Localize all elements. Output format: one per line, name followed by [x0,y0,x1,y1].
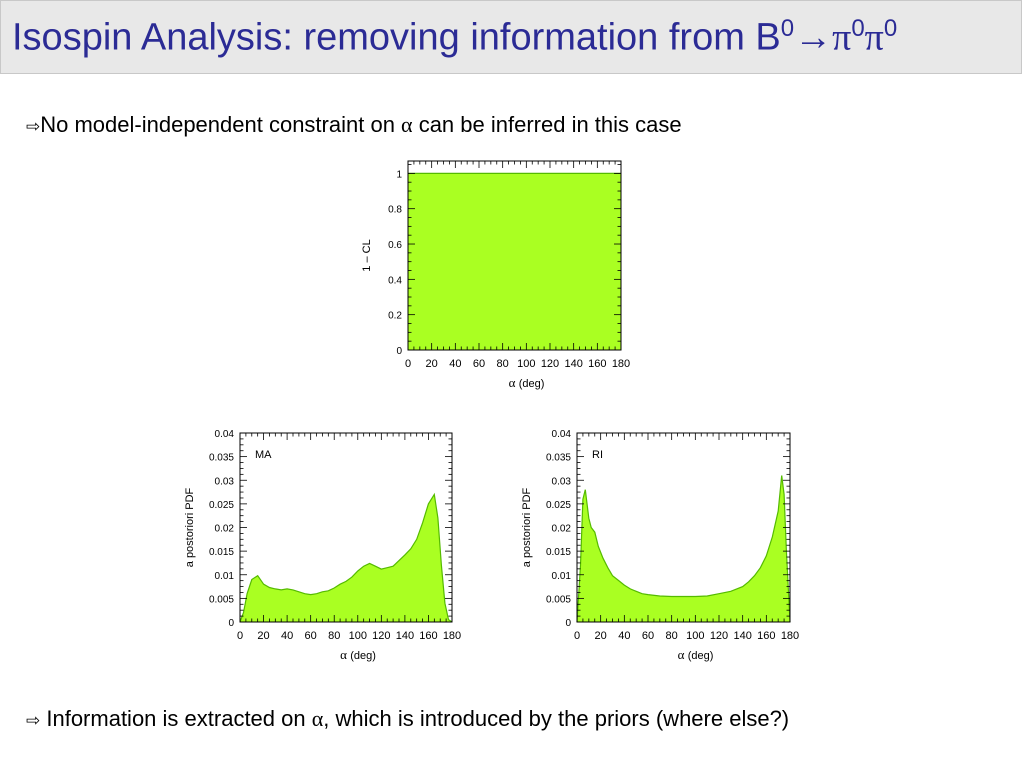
cl-x-tick-label: 20 [426,358,438,370]
ma-y-tick-label: 0.005 [209,594,234,605]
ma-area [240,494,452,622]
ma-y-tick-label: 0.025 [209,500,234,511]
ma-x-tick-label: 180 [443,630,461,642]
ri-y-tick-label: 0.04 [552,429,572,440]
cl-y-axis-label: 1 – CL [361,239,373,271]
ri-y-axis-label: a postoriori PDF [521,487,533,567]
ri-x-tick-label: 180 [781,630,799,642]
ma-x-tick-label: 100 [349,630,367,642]
ri-x-tick-label: 100 [686,630,704,642]
ma-y-tick-label: 0.01 [215,571,235,582]
ma-annotation: MA [255,449,272,461]
ri-y-tick-label: 0 [565,618,571,629]
ri-y-tick-label: 0.01 [552,571,572,582]
cl-x-axis-label: α (deg) [509,375,545,390]
slide-title: Isospin Analysis: removing information f… [12,15,897,60]
bullet-2: ⇨ Information is extracted on α, which i… [26,706,789,732]
ma-y-tick-label: 0.015 [209,547,234,558]
cl-x-tick-label: 40 [449,358,461,370]
ma-x-axis-label: α (deg) [340,647,376,662]
ri-x-tick-label: 0 [574,630,580,642]
title-pi-2: π [864,16,884,59]
bullet-2-text-after: , which is introduced by the priors (whe… [323,706,790,731]
ri-x-tick-label: 40 [618,630,630,642]
ma-x-tick-label: 0 [237,630,243,642]
cl-x-tick-label: 180 [612,358,630,370]
bullet-2-text-before: Information is extracted on [40,706,312,731]
ma-x-tick-label: 60 [305,630,317,642]
bullet-1-text-after: can be inferred in this case [412,112,682,137]
cl-y-tick-label: 1 [396,169,402,180]
ri-x-tick-label: 140 [733,630,751,642]
ri-y-tick-label: 0.02 [552,524,572,535]
ma-y-tick-label: 0.03 [215,476,235,487]
title-arrow: → [794,16,833,59]
cl-x-tick-label: 120 [541,358,559,370]
cl-x-tick-label: 140 [564,358,582,370]
ri-x-axis-label: α (deg) [678,647,714,662]
bullet-1-text-before: No model-independent constraint on [40,112,402,137]
ma-y-tick-label: 0 [228,618,234,629]
cl-area [408,173,621,350]
cl-x-tick-label: 80 [497,358,509,370]
ri-y-tick-label: 0.035 [546,453,571,464]
ma-y-tick-label: 0.02 [215,524,235,535]
ma-x-tick-label: 140 [396,630,414,642]
ri-x-tick-label: 80 [666,630,678,642]
hollow-arrow-icon: ⇨ [26,117,41,137]
ri-y-tick-label: 0.005 [546,594,571,605]
cl-chart: 0 20 40 60 80 100 120 140 160 180 0 0.2 0.4 0.6 0.8 1 α … [361,160,630,390]
ma-x-tick-label: 120 [372,630,390,642]
cl-x-tick-label: 60 [473,358,485,370]
cl-x-tick-label: 0 [405,358,411,370]
cl-y-tick-label: 0.8 [388,205,402,216]
ma-line [239,492,453,623]
cl-x-tick-label: 160 [588,358,606,370]
bullet-1-greek: α [401,112,413,137]
ri-area [577,475,790,622]
title-pi-1: π [832,16,852,59]
ma-y-tick-label: 0.04 [215,429,235,440]
ri-y-tick-label: 0.03 [552,476,572,487]
cl-y-tick-label: 0 [396,346,402,357]
ma-x-tick-label: 80 [328,630,340,642]
bullet-1: ⇨No model-independent constraint on α ca… [26,112,682,138]
ri-pdf-chart: 0 20 40 60 80 100 120 140 160 180 0 0.005 0.01 0.015 0… [521,429,799,662]
ri-x-tick-label: 60 [642,630,654,642]
cl-x-tick-label: 100 [517,358,535,370]
ma-x-tick-label: 20 [257,630,269,642]
cl-y-tick-label: 0.6 [388,240,402,251]
hollow-arrow-icon: ⇨ [26,711,41,731]
bullet-2-greek: α [311,706,324,731]
title-sup-3: 0 [883,15,898,42]
ma-pdf-chart: 0 20 40 60 80 100 120 140 160 180 0 0.005 0.01 0.015 0… [185,429,461,662]
ri-x-tick-label: 160 [757,630,775,642]
ri-line [576,475,791,623]
ma-x-tick-label: 40 [281,630,293,642]
ri-annotation: RI [592,449,603,461]
ma-y-axis-label: a postoriori PDF [185,487,196,567]
ma-y-tick-label: 0.035 [209,453,234,464]
title-sup-1: 0 [780,15,795,42]
ri-x-tick-label: 20 [595,630,607,642]
title-bar: Isospin Analysis: removing information f… [0,0,1022,74]
ri-y-tick-label: 0.015 [546,547,571,558]
cl-y-tick-label: 0.4 [388,275,402,286]
ri-x-tick-label: 120 [710,630,728,642]
cl-y-tick-label: 0.2 [388,311,402,322]
title-sup-2: 0 [851,15,865,42]
ma-x-tick-label: 160 [419,630,437,642]
title-text: Isospin Analysis: removing information f… [12,16,781,59]
ri-y-tick-label: 0.025 [546,500,571,511]
